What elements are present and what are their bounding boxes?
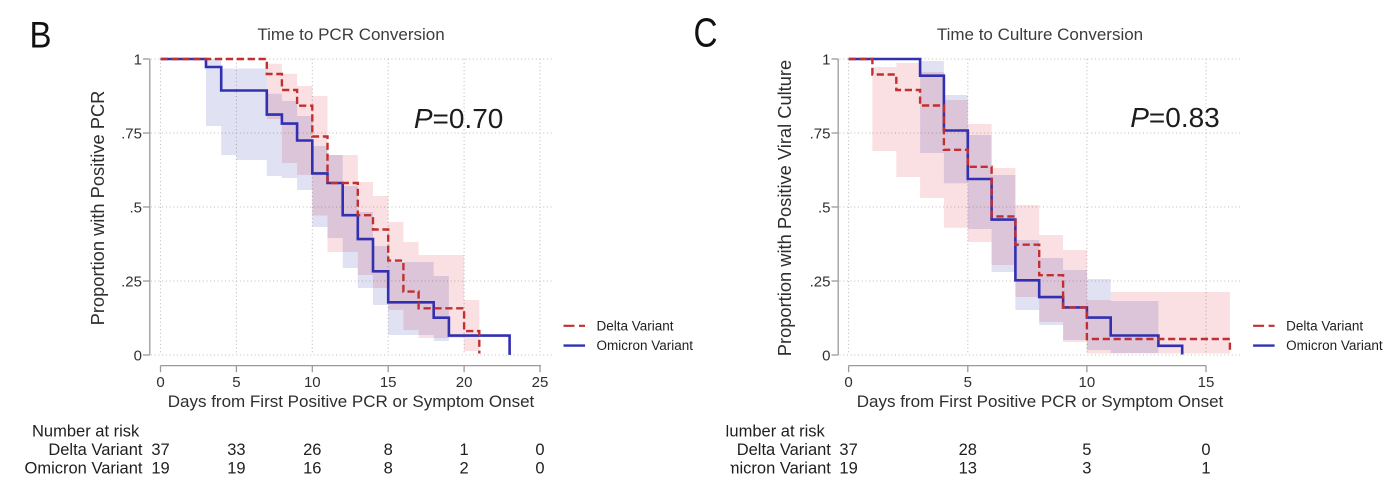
svg-text:Omicron Variant: Omicron Variant xyxy=(597,338,694,353)
svg-text:19: 19 xyxy=(227,459,245,477)
svg-text:0: 0 xyxy=(535,441,544,459)
svg-text:1: 1 xyxy=(134,51,142,68)
svg-text:Number at risk: Number at risk xyxy=(32,423,140,441)
svg-text:37: 37 xyxy=(839,441,857,459)
svg-text:28: 28 xyxy=(959,441,977,459)
svg-text:.75: .75 xyxy=(810,125,831,142)
svg-text:0: 0 xyxy=(535,459,544,477)
svg-text:Number at risk: Number at risk xyxy=(718,423,826,441)
svg-text:Omicron Variant: Omicron Variant xyxy=(1286,338,1383,353)
svg-text:8: 8 xyxy=(384,441,393,459)
svg-text:25: 25 xyxy=(532,374,549,391)
svg-text:1: 1 xyxy=(822,51,830,68)
svg-text:10: 10 xyxy=(1079,374,1096,391)
svg-text:19: 19 xyxy=(151,459,169,477)
svg-text:.25: .25 xyxy=(121,273,142,290)
svg-text:Delta Variant: Delta Variant xyxy=(48,441,143,459)
svg-text:5: 5 xyxy=(964,374,972,391)
svg-text:1: 1 xyxy=(1201,459,1210,477)
svg-text:Delta Variant: Delta Variant xyxy=(737,441,832,459)
svg-text:0: 0 xyxy=(844,374,852,391)
svg-text:B: B xyxy=(30,15,52,56)
svg-text:0: 0 xyxy=(156,374,164,391)
svg-text:1: 1 xyxy=(460,441,469,459)
svg-text:Delta Variant: Delta Variant xyxy=(1286,318,1363,333)
svg-text:0: 0 xyxy=(1201,441,1210,459)
svg-text:.5: .5 xyxy=(818,199,831,216)
svg-text:Time to Culture Conversion: Time to Culture Conversion xyxy=(937,25,1143,44)
svg-text:Proportion with Positive Viral: Proportion with Positive Viral Culture xyxy=(774,60,795,356)
svg-text:0: 0 xyxy=(822,347,830,364)
svg-text:37: 37 xyxy=(151,441,169,459)
svg-text:10: 10 xyxy=(304,374,321,391)
svg-text:Time to PCR Conversion: Time to PCR Conversion xyxy=(257,25,444,44)
svg-text:15: 15 xyxy=(1198,374,1215,391)
svg-text:Days from First Positive PCR o: Days from First Positive PCR or Symptom … xyxy=(857,392,1224,411)
svg-text:13: 13 xyxy=(959,459,977,477)
svg-text:Omicron Variant: Omicron Variant xyxy=(713,459,831,477)
svg-text:P=0.70: P=0.70 xyxy=(414,103,504,134)
svg-text:Omicron Variant: Omicron Variant xyxy=(25,459,143,477)
svg-text:C: C xyxy=(694,10,718,56)
svg-text:8: 8 xyxy=(384,459,393,477)
svg-text:.25: .25 xyxy=(810,273,831,290)
svg-text:Delta Variant: Delta Variant xyxy=(597,318,674,333)
svg-text:33: 33 xyxy=(227,441,245,459)
svg-text:19: 19 xyxy=(839,459,857,477)
svg-text:20: 20 xyxy=(456,374,473,391)
svg-text:16: 16 xyxy=(303,459,321,477)
svg-text:26: 26 xyxy=(303,441,321,459)
svg-text:0: 0 xyxy=(134,347,142,364)
svg-text:2: 2 xyxy=(460,459,469,477)
svg-text:5: 5 xyxy=(232,374,240,391)
svg-text:P=0.83: P=0.83 xyxy=(1130,102,1220,133)
svg-text:.75: .75 xyxy=(121,125,142,142)
svg-text:Proportion with Positive PCR: Proportion with Positive PCR xyxy=(87,91,108,326)
svg-text:Days from First Positive PCR o: Days from First Positive PCR or Symptom … xyxy=(168,392,535,411)
svg-text:5: 5 xyxy=(1082,441,1091,459)
svg-text:.5: .5 xyxy=(129,199,142,216)
svg-text:3: 3 xyxy=(1082,459,1091,477)
svg-text:15: 15 xyxy=(380,374,397,391)
